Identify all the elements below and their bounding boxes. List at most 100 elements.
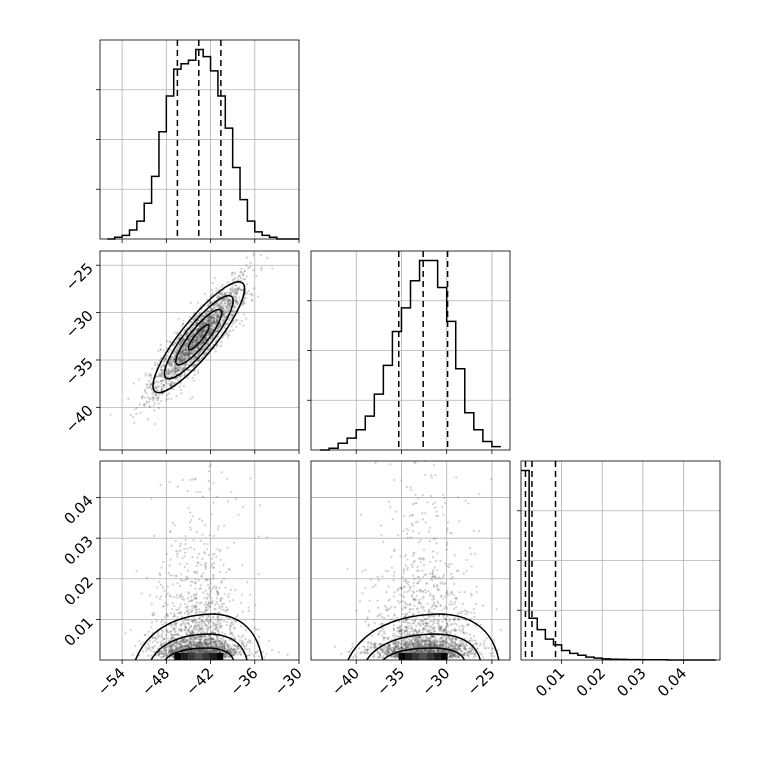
scatter-panel-scatter-3-vs-1-point <box>179 640 182 643</box>
scatter-panel-scatter-3-vs-1-point <box>216 602 219 606</box>
scatter-panel-scatter-2-vs-1-point <box>177 368 181 371</box>
scatter-panel-scatter-3-vs-1-point <box>198 616 201 620</box>
scatter-panel-scatter-3-vs-2-point <box>363 648 367 651</box>
scatter-panel-scatter-3-vs-1-point <box>236 647 239 650</box>
scatter-panel-scatter-2-vs-1-point <box>197 327 201 330</box>
scatter-panel-scatter-3-vs-1-point <box>210 638 214 641</box>
scatter-panel-scatter-3-vs-2-point <box>396 652 399 656</box>
scatter-panel-scatter-3-vs-1-point <box>173 614 176 617</box>
scatter-panel-scatter-3-vs-1-point <box>161 630 165 633</box>
scatter-panel-scatter-2-vs-1-point <box>168 370 171 373</box>
scatter-panel-scatter-3-vs-1-point <box>167 647 171 650</box>
scatter-panel-scatter-3-vs-1-point <box>222 608 225 612</box>
scatter-panel-scatter-2-vs-1-point <box>153 396 156 399</box>
scatter-panel-scatter-3-vs-1-point <box>207 651 210 654</box>
scatter-panel-scatter-3-vs-1-point <box>179 595 182 598</box>
scatter-panel-scatter-2-vs-1-point <box>206 304 209 307</box>
scatter-panel-scatter-3-vs-1-point <box>184 626 187 629</box>
scatter-panel-scatter-2-vs-1-point <box>192 339 195 342</box>
scatter-panel-scatter-3-vs-1-point <box>201 637 204 640</box>
scatter-panel-scatter-2-vs-1-point <box>165 372 168 375</box>
scatter-panel-scatter-3-vs-1-point <box>160 620 163 623</box>
scatter-panel-scatter-3-vs-1-point <box>239 653 243 656</box>
scatter-panel-scatter-2-vs-1-point <box>235 292 238 295</box>
scatter-panel-scatter-3-vs-1-point <box>193 640 196 643</box>
scatter-panel-scatter-3-vs-2-point <box>410 640 413 643</box>
scatter-panel-scatter-2-vs-1-point <box>167 370 170 373</box>
scatter-panel-scatter-2-vs-1-point <box>182 351 185 354</box>
scatter-panel-scatter-3-vs-1-point <box>194 604 198 607</box>
scatter-panel-scatter-3-vs-1-point <box>192 642 195 645</box>
scatter-panel-scatter-3-vs-2-point <box>447 651 450 654</box>
scatter-panel-scatter-3-vs-1-point <box>219 637 222 640</box>
scatter-panel-scatter-3-vs-1-point <box>229 625 232 628</box>
scatter-panel-scatter-3-vs-2-point <box>406 644 410 647</box>
scatter-panel-scatter-3-vs-1-point <box>193 626 197 629</box>
scatter-panel-scatter-3-vs-1-point <box>230 620 234 624</box>
scatter-panel-scatter-2-vs-1-point <box>226 308 229 312</box>
scatter-panel-scatter-3-vs-2-point <box>429 640 432 643</box>
scatter-panel-scatter-3-vs-1-point <box>192 631 195 634</box>
scatter-panel-scatter-2-vs-1-point <box>211 322 214 325</box>
scatter-panel-scatter-2-vs-1-point <box>198 335 202 338</box>
scatter-panel-scatter-2-vs-1-point <box>181 348 184 352</box>
scatter-panel-scatter-3-vs-1-point <box>191 639 194 642</box>
scatter-panel-scatter-3-vs-1-point <box>203 650 206 653</box>
scatter-panel-scatter-2-vs-1-point <box>251 294 254 297</box>
scatter-panel-scatter-2-vs-1-point <box>204 336 207 340</box>
scatter-panel-scatter-3-vs-1-point <box>172 656 175 659</box>
scatter-panel-scatter-3-vs-1-point <box>204 600 208 604</box>
scatter-panel-scatter-3-vs-1-point <box>195 605 198 608</box>
scatter-panel-scatter-3-vs-2-point <box>363 650 366 653</box>
scatter-panel-scatter-3-vs-1-point <box>169 530 172 534</box>
scatter-panel-scatter-2-vs-1-point <box>204 321 207 325</box>
scatter-panel-scatter-3-vs-1-point <box>180 647 183 651</box>
scatter-panel-scatter-2-vs-1-point <box>211 316 214 319</box>
scatter-panel-scatter-2-vs-1-point <box>200 317 203 320</box>
scatter-panel-scatter-3-vs-1-point <box>218 586 221 590</box>
scatter-panel-scatter-2-vs-1-point <box>207 309 211 313</box>
scatter-panel-scatter-3-vs-1-point <box>191 580 194 584</box>
scatter-panel-scatter-3-vs-1-point <box>226 655 230 658</box>
scatter-panel-scatter-3-vs-1-point <box>199 635 202 638</box>
scatter-panel-scatter-2-vs-1-point <box>216 315 219 319</box>
scatter-panel-scatter-3-vs-2-point <box>405 627 408 630</box>
scatter-panel-scatter-3-vs-1-point <box>166 631 169 634</box>
scatter-panel-scatter-3-vs-1-point <box>228 648 231 652</box>
scatter-panel-scatter-2-vs-1-point <box>189 359 192 362</box>
scatter-panel-scatter-3-vs-1-point <box>216 637 220 640</box>
scatter-panel-scatter-2-vs-1-point <box>170 356 173 359</box>
scatter-panel-scatter-3-vs-1-point <box>180 639 183 642</box>
scatter-panel-scatter-3-vs-1-point <box>182 641 185 644</box>
scatter-panel-scatter-3-vs-1-point <box>242 645 245 648</box>
scatter-panel-scatter-3-vs-2-point <box>469 552 473 556</box>
scatter-panel-scatter-3-vs-2-point <box>366 652 369 655</box>
scatter-panel-scatter-3-vs-1-point <box>231 648 234 651</box>
scatter-panel-scatter-2-vs-1-point <box>192 344 195 347</box>
scatter-panel-scatter-3-vs-2-point <box>433 634 436 637</box>
scatter-panel-scatter-3-vs-1-point <box>203 635 207 638</box>
scatter-panel-scatter-3-vs-1-point <box>198 650 201 653</box>
scatter-panel-scatter-3-vs-1-point <box>207 641 211 645</box>
scatter-panel-scatter-3-vs-1-point <box>186 646 190 649</box>
scatter-panel-scatter-2-vs-1-point <box>243 297 246 300</box>
scatter-panel-scatter-3-vs-1-point <box>194 587 197 590</box>
scatter-panel-scatter-2-vs-1-point <box>209 316 213 319</box>
scatter-panel-scatter-3-vs-1-point <box>253 626 256 629</box>
scatter-panel-scatter-3-vs-1-point <box>198 635 202 639</box>
scatter-panel-scatter-3-vs-1-point <box>172 643 175 647</box>
scatter-panel-scatter-3-vs-1-point <box>223 646 226 649</box>
scatter-panel-scatter-2-vs-1-point <box>200 349 204 352</box>
scatter-panel-scatter-2-vs-1-point <box>225 315 228 318</box>
scatter-panel-scatter-2-vs-1-point <box>183 357 187 360</box>
scatter-panel-scatter-2-vs-1-point <box>209 330 212 333</box>
scatter-panel-scatter-3-vs-1-point <box>193 597 196 600</box>
scatter-panel-scatter-3-vs-1-point <box>179 643 183 647</box>
scatter-panel-scatter-3-vs-1-point <box>182 646 185 650</box>
scatter-panel-scatter-2-vs-1-point <box>170 362 173 365</box>
scatter-panel-scatter-2-vs-1-point <box>199 351 202 354</box>
scatter-panel-scatter-3-vs-1-point <box>181 645 184 649</box>
scatter-panel-scatter-3-vs-2-point <box>387 585 390 588</box>
scatter-panel-scatter-2-vs-1-point <box>129 414 132 417</box>
scatter-panel-scatter-2-vs-1-point <box>187 349 191 353</box>
